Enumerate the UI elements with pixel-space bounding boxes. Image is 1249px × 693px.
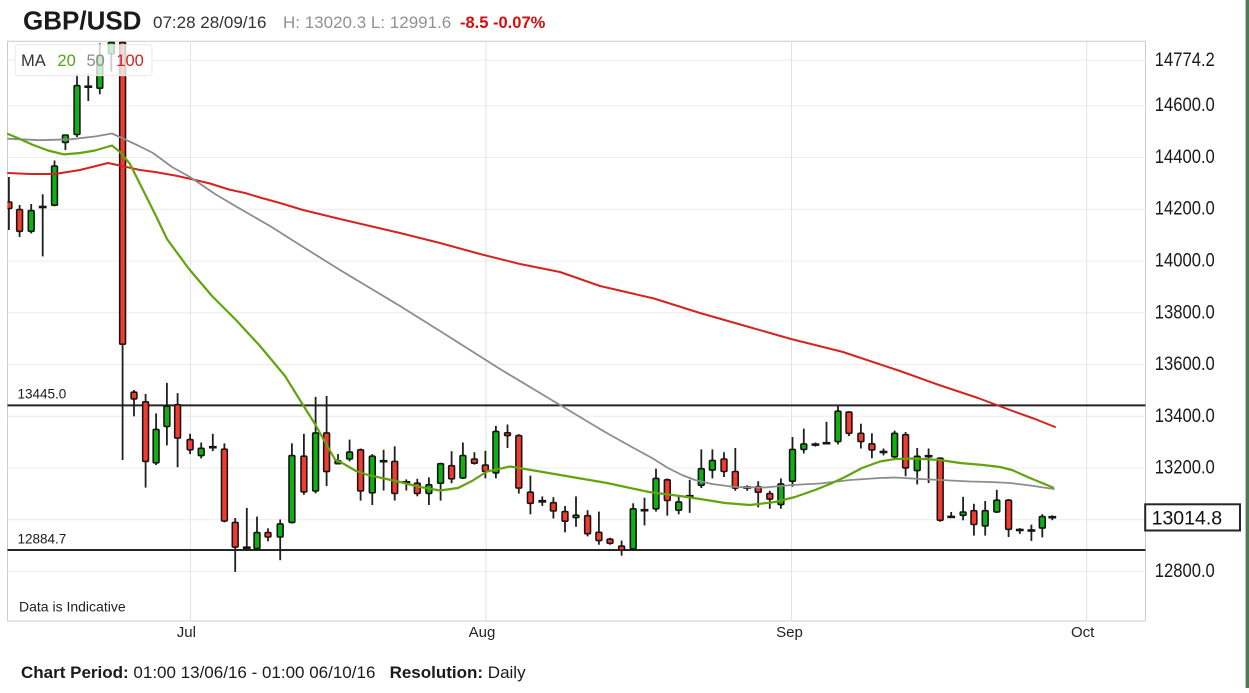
- svg-text:14600.0: 14600.0: [1155, 95, 1215, 116]
- svg-text:13400.0: 13400.0: [1155, 406, 1215, 427]
- svg-text:14400.0: 14400.0: [1155, 147, 1215, 168]
- svg-text:H: 13020.3 L: 12991.6: H: 13020.3 L: 12991.6: [283, 13, 451, 32]
- svg-text:12884.7: 12884.7: [18, 532, 67, 547]
- svg-text:20: 20: [57, 52, 75, 70]
- svg-text:13445.0: 13445.0: [18, 387, 67, 402]
- svg-text:14774.2: 14774.2: [1155, 50, 1215, 71]
- svg-text:MA: MA: [21, 52, 46, 70]
- svg-text:13200.0: 13200.0: [1155, 458, 1215, 479]
- svg-text:13800.0: 13800.0: [1155, 302, 1215, 323]
- svg-text:13600.0: 13600.0: [1155, 354, 1215, 375]
- svg-text:Sep: Sep: [776, 624, 803, 641]
- svg-text:100: 100: [116, 52, 144, 70]
- svg-text:13014.8: 13014.8: [1152, 508, 1223, 530]
- svg-text:Data is Indicative: Data is Indicative: [19, 599, 126, 615]
- svg-text:Chart Period: 01:00 13/06/16 -: Chart Period: 01:00 13/06/16 - 01:00 06/…: [21, 663, 526, 682]
- svg-text:GBP/USD: GBP/USD: [23, 6, 141, 36]
- svg-text:-8.5 -0.07%: -8.5 -0.07%: [460, 14, 546, 32]
- svg-text:Jul: Jul: [177, 624, 196, 641]
- svg-text:Oct: Oct: [1071, 624, 1095, 641]
- svg-text:Aug: Aug: [469, 624, 496, 641]
- svg-text:50: 50: [87, 52, 105, 70]
- svg-text:07:28 28/09/16: 07:28 28/09/16: [153, 13, 266, 32]
- svg-text:14000.0: 14000.0: [1155, 251, 1215, 272]
- svg-text:12800.0: 12800.0: [1155, 561, 1215, 582]
- svg-text:14200.0: 14200.0: [1155, 199, 1215, 220]
